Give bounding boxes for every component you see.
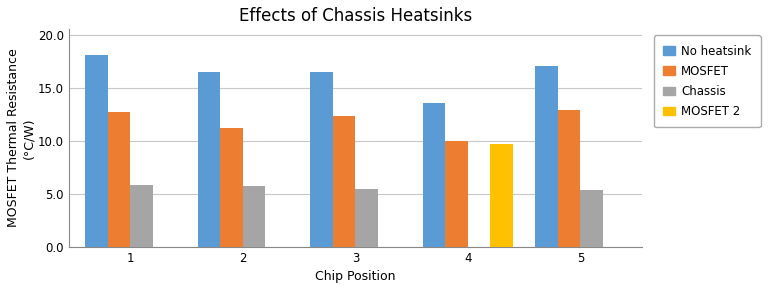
Y-axis label: MOSFET Thermal Resistance
(°C/W): MOSFET Thermal Resistance (°C/W) [7,49,35,227]
Bar [558,110,581,246]
X-axis label: Chip Position: Chip Position [315,270,396,283]
Bar [310,72,333,246]
Legend: No heatsink, MOSFET, Chassis, MOSFET 2: No heatsink, MOSFET, Chassis, MOSFET 2 [654,35,761,127]
Bar [581,191,603,246]
Bar [220,128,243,246]
Bar [108,112,131,246]
Title: Effects of Chassis Heatsinks: Effects of Chassis Heatsinks [239,7,472,25]
Bar [243,186,266,246]
Bar [535,66,558,246]
Bar [131,185,153,246]
Bar [333,116,356,246]
Bar [423,104,445,246]
Bar [491,144,513,246]
Bar [85,55,108,246]
Bar [445,141,468,246]
Bar [356,189,378,246]
Bar [198,72,220,246]
